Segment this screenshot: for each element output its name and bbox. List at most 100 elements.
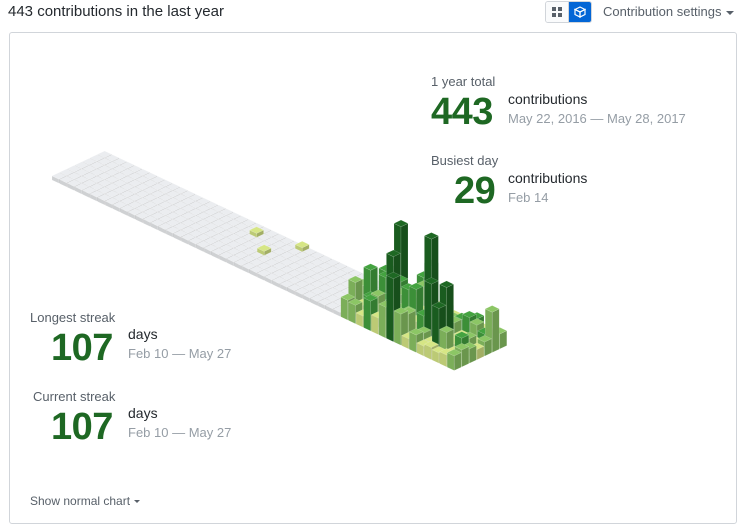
cell-top-face [188, 208, 204, 216]
cell-top-face [454, 343, 470, 351]
cell-top-face [112, 186, 128, 194]
cell-top-face [112, 193, 128, 202]
cell-top-face [188, 237, 204, 245]
cell-top-face [165, 197, 181, 205]
cell-top-face [150, 211, 166, 220]
cell-top-face [317, 298, 333, 306]
cell-top-face [180, 204, 196, 212]
cell-top-face [241, 233, 257, 241]
cell-top-face [173, 215, 189, 223]
cell-top-face [173, 193, 189, 202]
cell-top-face [165, 204, 181, 212]
cell-top-face [226, 240, 242, 248]
cell-top-face [469, 318, 485, 326]
cell-top-face [325, 294, 341, 302]
cell-top-face [203, 201, 219, 209]
year-total-label: 1 year total [431, 74, 496, 89]
grid-view-button[interactable] [546, 2, 569, 22]
cell-top-face [347, 269, 363, 277]
cell-top-face [173, 201, 189, 209]
cell-top-face [294, 240, 310, 249]
cell-top-face [302, 291, 318, 299]
cell-top-face [142, 215, 158, 223]
cell-top-face [157, 215, 173, 223]
cell-top-face [211, 226, 227, 234]
cell-top-face [89, 161, 105, 169]
cell-top-face [249, 251, 265, 259]
busiest-day-stat: Busiest day [431, 153, 498, 168]
cell-top-face [127, 186, 143, 194]
cell-top-face [309, 258, 325, 266]
cell-top-face [271, 276, 287, 284]
cell-top-face [226, 226, 242, 234]
cell-top-face [127, 172, 143, 180]
cell-top-face [332, 276, 348, 284]
cell-top-face [332, 262, 348, 270]
cell-top-face [454, 331, 470, 339]
cube-view-button[interactable] [569, 2, 591, 22]
cell-top-face [127, 193, 143, 202]
cell-top-face [188, 229, 204, 238]
cell-top-face [226, 247, 242, 256]
show-normal-chart-toggle[interactable]: Show normal chart [30, 494, 141, 508]
longest-streak-value: 107 [51, 327, 113, 369]
current-streak-unit-row: days Feb 10 — May 27 [128, 405, 231, 440]
cell-top-face [104, 154, 120, 162]
cell-top-face [309, 287, 325, 295]
cell-top-face [271, 262, 287, 270]
cell-top-face [271, 247, 287, 256]
cell-right-face [492, 308, 500, 353]
cell-top-face [256, 233, 272, 241]
cell-top-face [325, 287, 341, 295]
cell-top-face [195, 211, 211, 220]
cell-top-face [249, 226, 265, 234]
cell-top-face [195, 197, 211, 205]
cell-top-face [89, 168, 105, 176]
cell-top-face [195, 219, 211, 227]
cell-top-face [340, 265, 356, 274]
cell-top-face [89, 190, 105, 198]
cell-top-face [150, 197, 166, 205]
busiest-day-value-row: 29 [454, 171, 496, 211]
cell-top-face [423, 277, 439, 285]
cell-top-face [287, 247, 303, 256]
cell-top-face [119, 168, 135, 176]
cell-top-face [142, 186, 158, 194]
cell-top-face [119, 190, 135, 198]
cell-top-face [135, 211, 151, 220]
cell-top-face [81, 172, 97, 180]
cell-top-face [112, 157, 128, 166]
cell-top-face [233, 215, 249, 223]
cell-top-face [363, 263, 379, 271]
cell-top-face [74, 168, 90, 176]
cell-top-face [180, 197, 196, 205]
cell-top-face [112, 201, 128, 209]
cell-top-face [150, 190, 166, 198]
busiest-day-unit: contributions [508, 170, 588, 186]
cell-top-face [393, 307, 409, 315]
cell-top-face [180, 211, 196, 220]
contribution-settings-dropdown[interactable]: Contribution settings [603, 4, 734, 19]
cell-top-face [173, 229, 189, 238]
year-total-unit-row: contributions May 22, 2016 — May 28, 201… [508, 91, 686, 126]
cell-top-face [249, 265, 265, 274]
year-total-unit: contributions [508, 91, 588, 107]
cell-top-face [431, 301, 447, 309]
cell-top-face [279, 244, 295, 252]
cell-top-face [317, 291, 333, 299]
longest-streak-stat: Longest streak [30, 310, 115, 325]
cell-top-face [340, 293, 356, 301]
chevron-down-icon [725, 10, 734, 15]
cell-top-face [287, 276, 303, 284]
show-normal-chart-label: Show normal chart [30, 494, 131, 508]
cell-top-face [287, 255, 303, 263]
cube-icon [574, 6, 586, 18]
current-streak-range: Feb 10 — May 27 [128, 425, 232, 440]
cell-top-face [211, 211, 227, 220]
cell-top-face [332, 269, 348, 277]
cell-top-face [188, 193, 204, 202]
cell-left-face [348, 301, 356, 325]
cell-top-face [97, 186, 113, 194]
cell-top-face [203, 208, 219, 216]
